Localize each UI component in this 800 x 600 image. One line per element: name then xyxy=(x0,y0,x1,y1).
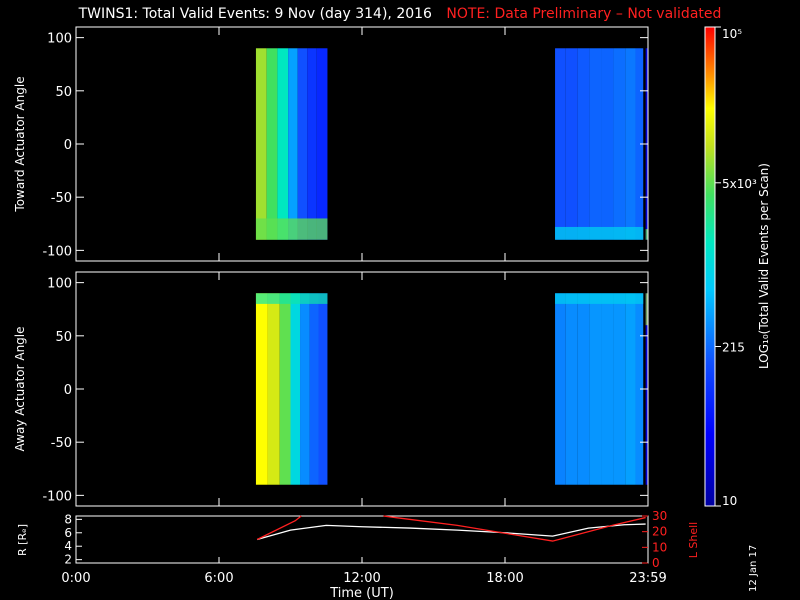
heatmap-band-bottom-0 xyxy=(255,293,328,304)
ylabel-away: Away Actuator Angle xyxy=(13,326,27,451)
colorbar: 10⁵ 5x10³ 215 10 LOG₁₀(Total Valid Events p… xyxy=(704,26,771,508)
heatmap-cell-bottom-0-4 xyxy=(300,293,310,485)
heatmap-band-top-1 xyxy=(555,226,644,240)
heatmap-cell-top-1-3 xyxy=(589,48,602,240)
ephemeris-series-2 xyxy=(383,515,646,542)
heatmap-cell-top-0-4 xyxy=(297,48,308,240)
left-ytick-label-eph-0: 2 xyxy=(64,553,72,567)
heatmap-cell-bottom-0-5 xyxy=(309,293,319,485)
heatmap-cell-top-1-2 xyxy=(577,48,590,240)
x-tick-label-4: 23:59 xyxy=(629,571,666,586)
right-ytick-label-eph-1: 10 xyxy=(652,540,667,554)
colorbar-tick-label-3: 10 xyxy=(722,494,737,508)
ephemeris-lines xyxy=(256,515,646,542)
colorbar-ticks: 10⁵ 5x10³ 215 10 xyxy=(715,26,757,508)
heatmap-cell-bottom-1-0 xyxy=(555,293,566,485)
ylabel-lshell: L Shell xyxy=(687,522,700,558)
yticks-toward: 100 50 0 -50 -100 xyxy=(42,32,648,259)
heatmap-cell-bottom-0-2 xyxy=(279,293,291,485)
right-ytick-label-eph-3: 30 xyxy=(652,509,667,523)
heatmap-band-top-0 xyxy=(255,218,328,240)
heatmap-band-top-2 xyxy=(645,229,648,240)
colorbar-label: LOG₁₀(Total Valid Events per Scan) xyxy=(757,163,771,369)
ytick-label-bottom-2: 0 xyxy=(64,383,72,398)
colorbar-tick-label-0: 10⁵ xyxy=(722,27,742,41)
heatmap-band-bottom-2 xyxy=(645,293,648,326)
colorbar-tick-label-1: 5x10³ xyxy=(722,177,757,191)
heatmap-cell-bottom-1-6 xyxy=(625,293,636,485)
heatmap-cell-top-0-5 xyxy=(307,48,317,240)
x-tick-label-2: 12:00 xyxy=(343,571,380,586)
x-tick-label-3: 18:00 xyxy=(486,571,523,586)
ytick-label-bottom-0: 100 xyxy=(47,277,72,292)
heatmap-cell-top-1-6 xyxy=(625,48,636,240)
generation-date: 12 Jan 17 xyxy=(748,544,759,592)
ytick-label-top-0: 100 xyxy=(47,32,72,47)
xticks-toward xyxy=(75,27,649,261)
heatmap-cells-away xyxy=(255,293,648,485)
left-ytick-label-eph-1: 4 xyxy=(64,539,72,553)
heatmap-cell-top-1-7 xyxy=(635,48,644,240)
title-main: TWINS1: Total Valid Events: 9 Nov (day 3… xyxy=(78,6,432,22)
left-ytick-label-eph-3: 8 xyxy=(64,512,72,526)
heatmap-panel-toward: 100 50 0 -50 -100 Toward Actuator Angle xyxy=(13,26,649,262)
ephemeris-x-ticks xyxy=(75,557,649,563)
ephemeris-series-1 xyxy=(256,515,302,541)
ytick-label-top-2: 0 xyxy=(64,138,72,153)
heatmap-cell-bottom-1-2 xyxy=(577,293,590,485)
chart-title: TWINS1: Total Valid Events: 9 Nov (day 3… xyxy=(0,6,800,22)
heatmap-cell-bottom-1-7 xyxy=(635,293,644,485)
heatmap-cell-top-1-1 xyxy=(565,48,578,240)
colorbar-tick-label-2: 215 xyxy=(722,340,745,354)
yticks-away: 100 50 0 -50 -100 xyxy=(42,277,648,504)
ylabel-r: R [Rₑ] xyxy=(16,524,29,556)
right-ytick-label-eph-2: 20 xyxy=(652,525,667,539)
x-tick-label-0: 0:00 xyxy=(61,571,90,586)
title-note: NOTE: Data Preliminary – Not validated xyxy=(446,6,722,22)
x-axis: 0:00 6:00 12:00 18:00 23:59 Time (UT) xyxy=(61,571,666,600)
heatmap-cell-bottom-0-0 xyxy=(255,293,268,485)
colorbar-gradient xyxy=(704,26,716,507)
heatmap-panel-away: 100 50 0 -50 -100 Away Actuator Angle xyxy=(13,271,649,507)
heatmap-cell-bottom-1-3 xyxy=(589,293,602,485)
ytick-label-bottom-3: -50 xyxy=(51,436,72,451)
heatmap-cell-top-0-0 xyxy=(255,48,267,240)
heatmap-cell-bottom-1-1 xyxy=(565,293,578,485)
ytick-label-top-1: 50 xyxy=(55,85,72,100)
heatmap-cell-top-0-3 xyxy=(288,48,298,240)
left-ytick-label-eph-2: 6 xyxy=(64,526,72,540)
x-axis-label: Time (UT) xyxy=(329,586,394,600)
ytick-label-bottom-4: -100 xyxy=(42,489,72,504)
heatmap-cell-top-1-4 xyxy=(601,48,614,240)
right-ytick-label-eph-0: 0 xyxy=(652,556,660,570)
heatmap-cells-toward xyxy=(255,48,648,240)
heatmap-cell-top-0-6 xyxy=(316,48,328,240)
ephemeris-series-0 xyxy=(256,523,646,541)
x-tick-labels: 0:00 6:00 12:00 18:00 23:59 xyxy=(61,571,666,586)
heatmap-cell-top-1-5 xyxy=(613,48,626,240)
heatmap-cell-bottom-0-3 xyxy=(290,293,301,485)
ylabel-toward: Toward Actuator Angle xyxy=(13,76,27,212)
heatmap-cell-bottom-0-6 xyxy=(318,293,328,485)
heatmap-cell-bottom-1-4 xyxy=(601,293,614,485)
heatmap-band-bottom-1 xyxy=(555,293,644,304)
heatmap-cell-top-0-1 xyxy=(266,48,278,240)
heatmap-cell-top-0-2 xyxy=(277,48,289,240)
heatmap-cell-bottom-1-5 xyxy=(613,293,626,485)
ytick-label-top-4: -100 xyxy=(42,244,72,259)
heatmap-cell-top-1-0 xyxy=(555,48,566,240)
heatmap-cell-bottom-0-1 xyxy=(267,293,280,485)
panel-frame-ephemeris xyxy=(75,515,649,564)
x-tick-label-1: 6:00 xyxy=(204,571,233,586)
ytick-label-top-3: -50 xyxy=(51,191,72,206)
ytick-label-bottom-1: 50 xyxy=(55,330,72,345)
xticks-away xyxy=(75,272,649,506)
